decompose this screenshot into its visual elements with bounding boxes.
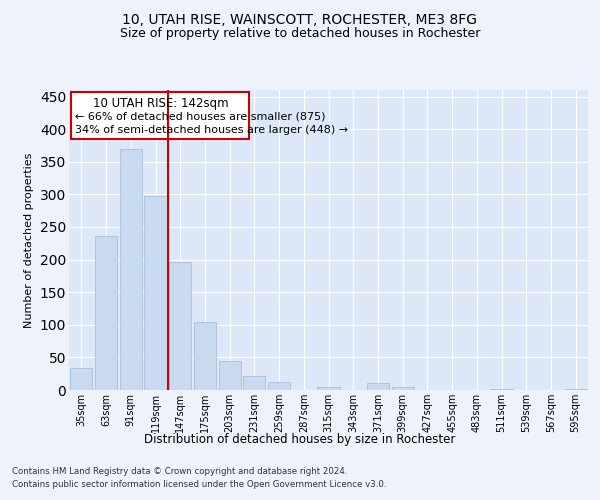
Bar <box>169 262 191 390</box>
Text: 10 UTAH RISE: 142sqm: 10 UTAH RISE: 142sqm <box>92 97 228 110</box>
Bar <box>145 196 167 390</box>
Text: Distribution of detached houses by size in Rochester: Distribution of detached houses by size … <box>145 432 455 446</box>
Text: Contains HM Land Registry data © Crown copyright and database right 2024.: Contains HM Land Registry data © Crown c… <box>12 468 347 476</box>
Text: 10, UTAH RISE, WAINSCOTT, ROCHESTER, ME3 8FG: 10, UTAH RISE, WAINSCOTT, ROCHESTER, ME3… <box>122 12 478 26</box>
Bar <box>490 388 512 390</box>
Bar <box>71 92 250 139</box>
Bar <box>317 386 340 390</box>
Text: ← 66% of detached houses are smaller (875): ← 66% of detached houses are smaller (87… <box>75 112 326 122</box>
Bar <box>218 362 241 390</box>
Text: Size of property relative to detached houses in Rochester: Size of property relative to detached ho… <box>120 28 480 40</box>
Text: 34% of semi-detached houses are larger (448) →: 34% of semi-detached houses are larger (… <box>75 124 349 134</box>
Bar <box>119 150 142 390</box>
Y-axis label: Number of detached properties: Number of detached properties <box>24 152 34 328</box>
Bar <box>367 384 389 390</box>
Bar <box>194 322 216 390</box>
Bar <box>565 388 587 390</box>
Bar <box>268 382 290 390</box>
Bar <box>95 236 117 390</box>
Bar <box>392 386 414 390</box>
Bar <box>70 368 92 390</box>
Bar <box>243 376 265 390</box>
Text: Contains public sector information licensed under the Open Government Licence v3: Contains public sector information licen… <box>12 480 386 489</box>
